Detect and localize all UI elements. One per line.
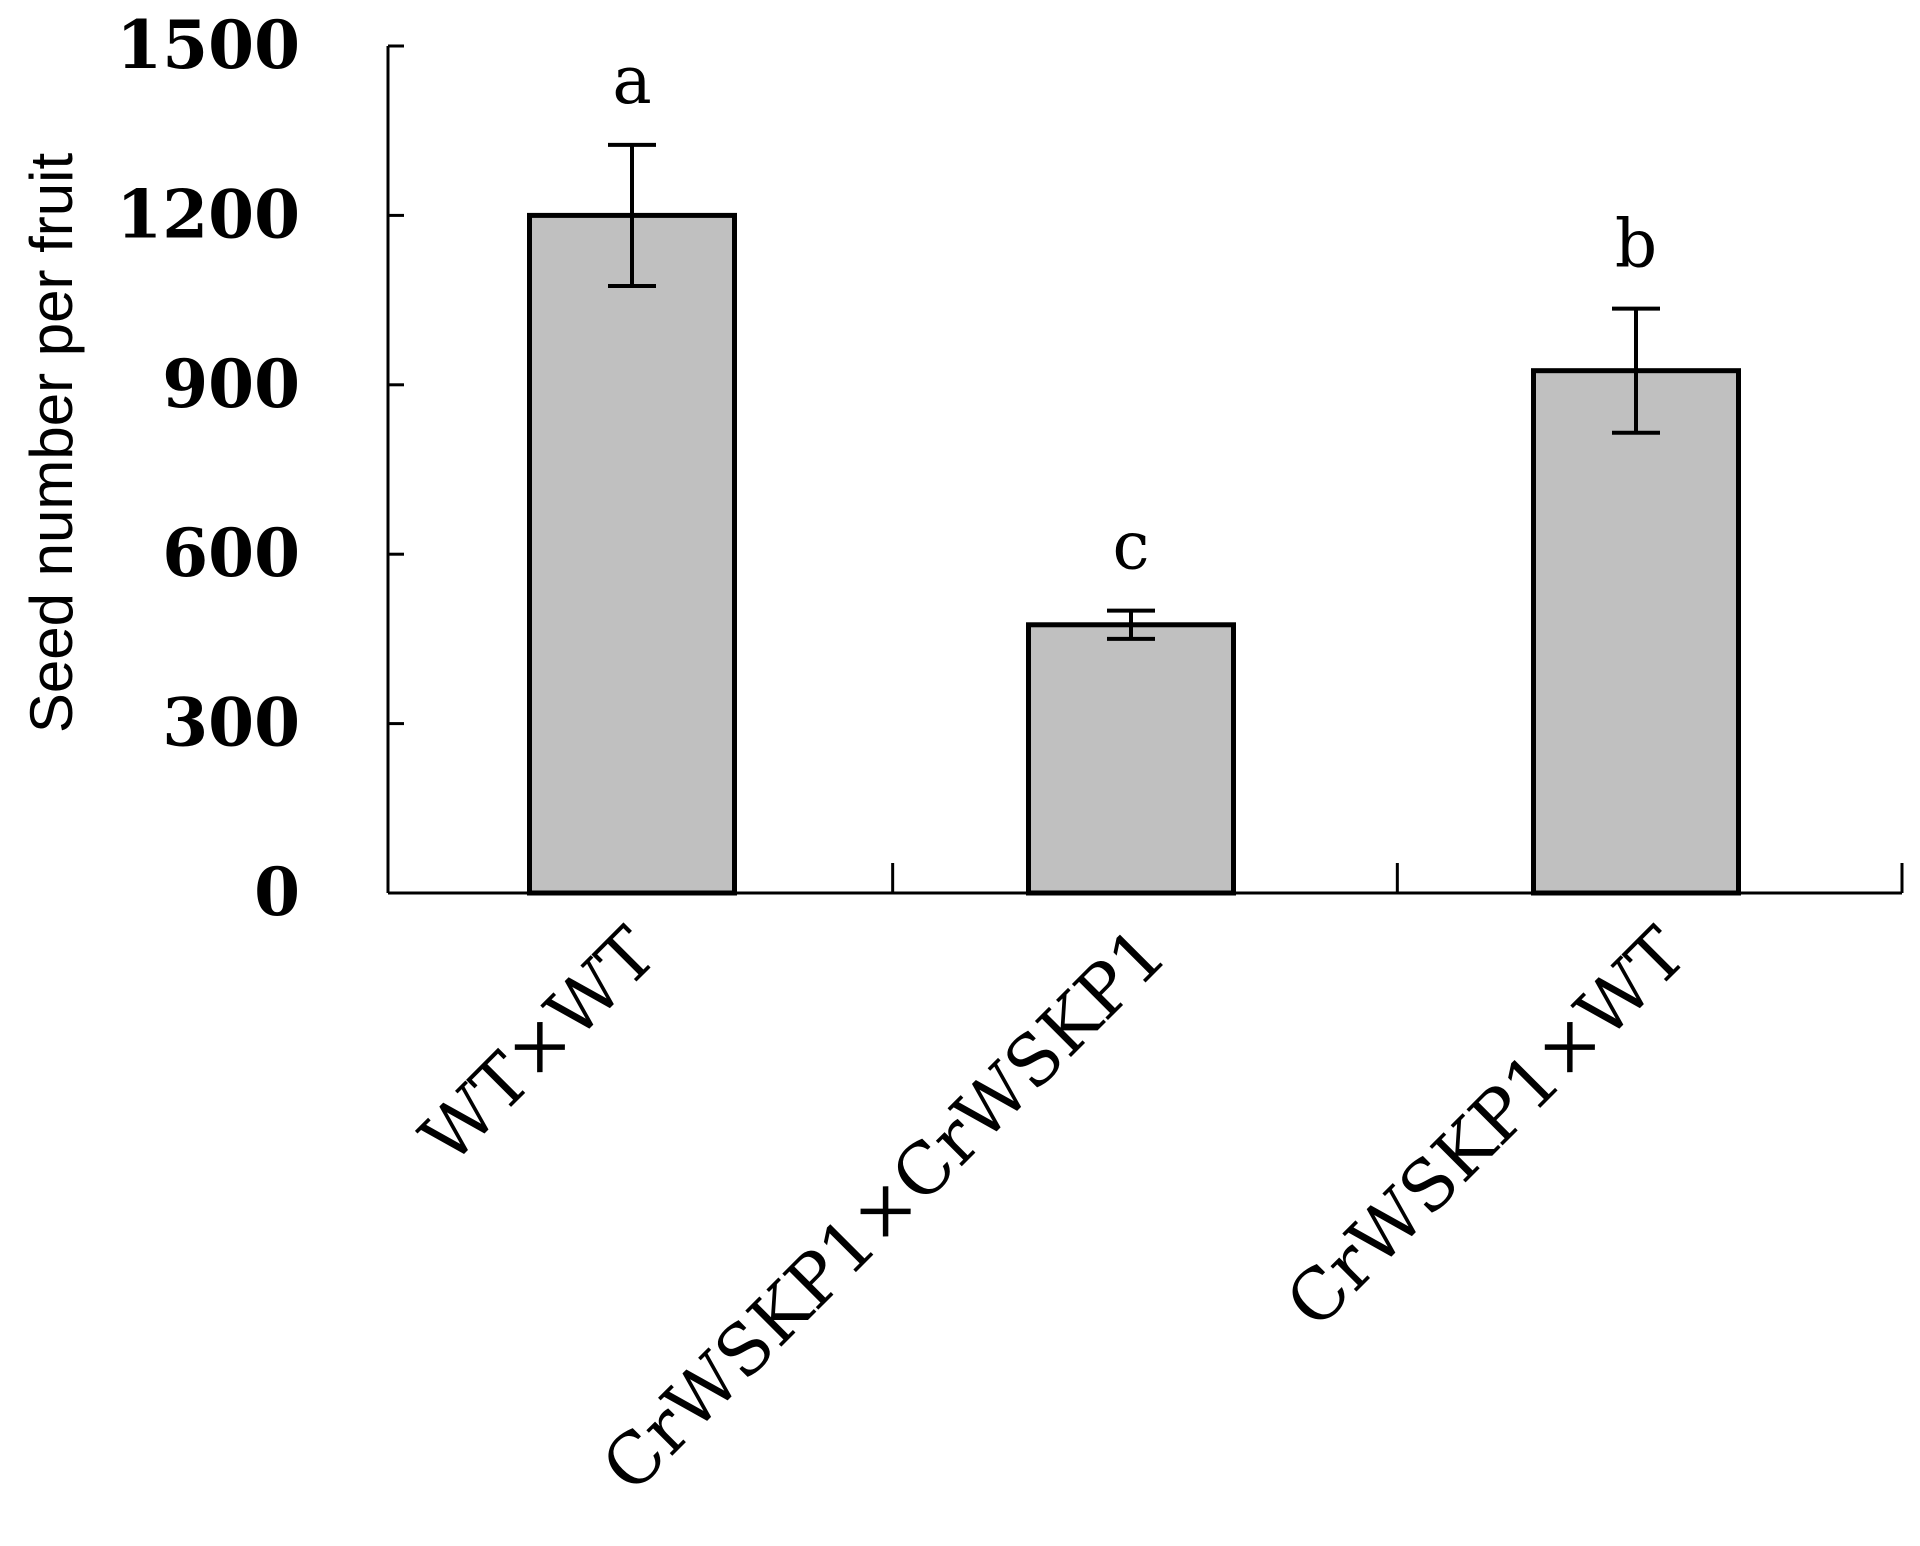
category-label: CrWSKP1×CrWSKP1 (586, 912, 1182, 1508)
significance-letter: c (1113, 508, 1150, 585)
y-axis-label: Seed number per fruit (18, 153, 85, 734)
error-bar (1107, 608, 1155, 641)
error-bar (1612, 306, 1660, 435)
y-tick-label: 1200 (116, 175, 300, 253)
y-tick-label: 900 (162, 345, 300, 423)
significance-letter: b (1615, 206, 1657, 283)
y-tick-label: 600 (162, 514, 300, 592)
category-label: WT×WT (405, 912, 672, 1179)
y-tick-label: 300 (162, 684, 300, 762)
bar (1026, 622, 1236, 896)
significance-letter: a (612, 42, 651, 119)
bar (1531, 368, 1741, 896)
error-bar (608, 142, 656, 288)
y-tick-label: 1500 (116, 6, 300, 84)
bar (527, 212, 737, 896)
y-tick-label: 0 (254, 853, 300, 931)
category-label: CrWSKP1×WT (1271, 912, 1702, 1343)
